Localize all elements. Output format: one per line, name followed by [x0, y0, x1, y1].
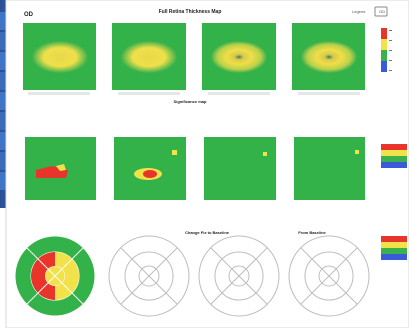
row1-caption-1	[28, 92, 90, 95]
etdrs-circle-3	[198, 235, 280, 317]
row1-thickness-2	[121, 41, 177, 73]
row1-thickness-1	[32, 41, 88, 73]
etdrs-circle-1	[14, 235, 96, 317]
top-right-controls: Legend OD	[352, 6, 388, 17]
row2-panel-3	[204, 137, 276, 200]
top-right-label: Legend	[352, 9, 365, 14]
row2-panels	[25, 137, 365, 200]
row2-panel-4	[294, 137, 365, 200]
colorbar-thickness	[381, 28, 392, 72]
row1-caption-2	[118, 92, 180, 95]
top-right-toggle[interactable]	[374, 6, 388, 17]
row3-circles	[14, 235, 370, 317]
colorbar-significance	[381, 144, 407, 168]
title-bottom-1: Change Fix to Baseline	[185, 230, 230, 235]
row2-significance-3	[263, 152, 267, 156]
row1-caption-3	[208, 92, 270, 95]
eye-label: OD	[24, 12, 34, 18]
row1-panels	[23, 23, 365, 95]
row1-thickness-3	[211, 41, 267, 73]
etdrs-circle-2	[108, 235, 190, 317]
colorbar-change	[381, 236, 407, 260]
row1-thickness-4	[301, 41, 357, 73]
row2-significance-2c	[172, 150, 177, 155]
top-right-value: OD	[379, 9, 385, 14]
title-middle: Significance map	[174, 99, 207, 104]
row2-significance-2b	[143, 170, 157, 178]
row1-caption-4	[298, 92, 360, 95]
title-top: Full Retina Thickness Map	[159, 9, 222, 15]
title-bottom-2: From Baseline	[298, 230, 326, 235]
row2-significance-4	[355, 150, 359, 154]
row2-significance-1b	[56, 164, 66, 171]
etdrs-circle-4	[288, 235, 370, 317]
